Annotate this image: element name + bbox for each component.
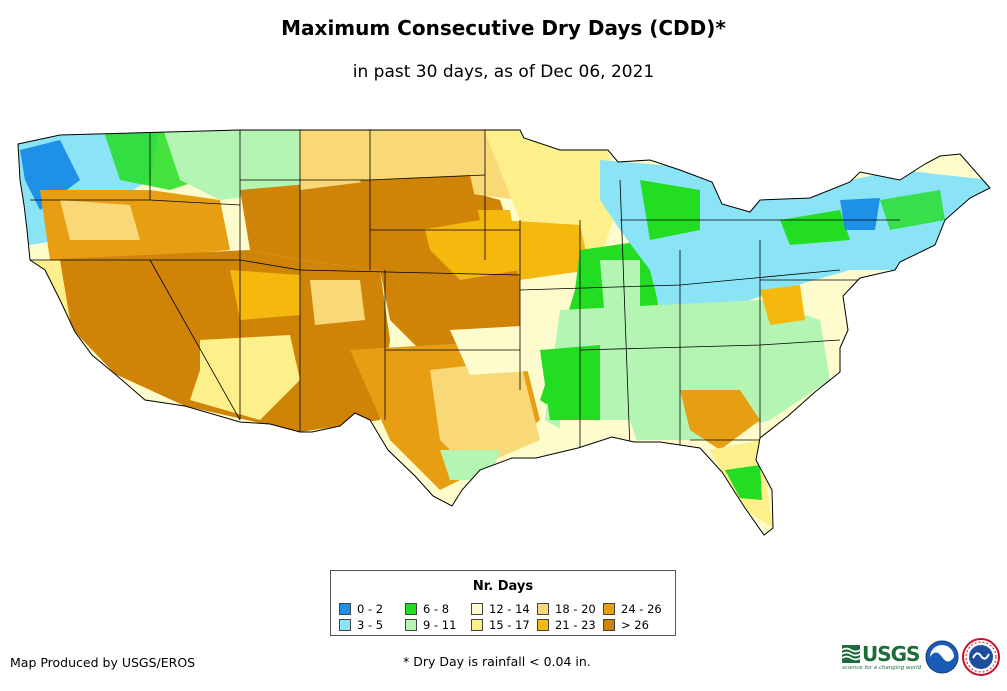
legend-swatch	[405, 619, 417, 631]
legend-item: 21 - 23	[537, 617, 603, 633]
legend-grid: 0 - 2 6 - 8 12 - 14 18 - 20 24 - 26 3 - …	[339, 601, 669, 633]
usgs-wordmark: USGS	[862, 642, 920, 666]
legend-label: 6 - 8	[423, 602, 450, 616]
legend-swatch	[537, 603, 549, 615]
legend-label: 9 - 11	[423, 618, 457, 632]
map-subtitle: in past 30 days, as of Dec 06, 2021	[352, 62, 655, 82]
legend-swatch	[603, 619, 615, 631]
usgs-wave-icon	[842, 645, 860, 663]
legend-item: 6 - 8	[405, 601, 471, 617]
legend-label: 3 - 5	[357, 618, 384, 632]
legend-label: > 26	[621, 618, 649, 632]
legend-title: Nr. Days	[472, 579, 534, 594]
legend-swatch	[537, 619, 549, 631]
legend-swatch	[405, 603, 417, 615]
legend-item: 3 - 5	[339, 617, 405, 633]
usgs-tagline: science for a changing world	[842, 665, 922, 671]
legend-item: > 26	[603, 617, 669, 633]
legend-item: 15 - 17	[471, 617, 537, 633]
legend-label: 18 - 20	[555, 602, 596, 616]
cdd-map	[17, 129, 991, 536]
legend-label: 12 - 14	[489, 602, 530, 616]
noaa-logo-icon	[925, 640, 959, 674]
legend-label: 21 - 23	[555, 618, 596, 632]
agency-logos: USGS science for a changing world	[842, 638, 1002, 678]
map-title: Maximum Consecutive Dry Days (CDD)*	[281, 16, 726, 40]
legend-swatch	[471, 619, 483, 631]
dry-day-footnote: * Dry Day is rainfall < 0.04 in.	[403, 654, 591, 669]
legend-item: 9 - 11	[405, 617, 471, 633]
legend-label: 0 - 2	[357, 602, 384, 616]
usgs-logo: USGS science for a changing world	[842, 642, 922, 672]
legend-item: 24 - 26	[603, 601, 669, 617]
legend-swatch	[339, 619, 351, 631]
legend-item: 0 - 2	[339, 601, 405, 617]
nws-logo-icon	[962, 638, 1000, 676]
legend-swatch	[471, 603, 483, 615]
legend-item: 18 - 20	[537, 601, 603, 617]
producer-credit: Map Produced by USGS/EROS	[10, 655, 196, 670]
legend-swatch	[603, 603, 615, 615]
legend-item: 12 - 14	[471, 601, 537, 617]
legend: Nr. Days 0 - 2 6 - 8 12 - 14 18 - 20 24 …	[330, 570, 676, 636]
legend-swatch	[339, 603, 351, 615]
legend-label: 15 - 17	[489, 618, 530, 632]
legend-label: 24 - 26	[621, 602, 662, 616]
